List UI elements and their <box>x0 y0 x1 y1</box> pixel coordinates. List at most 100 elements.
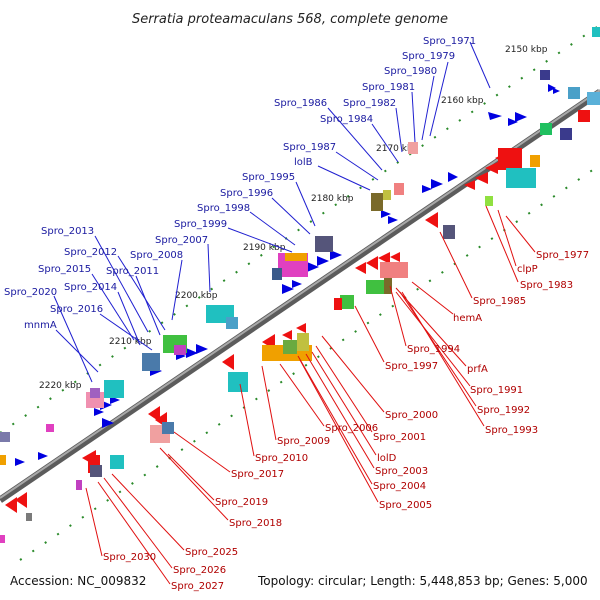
gene-label: Spro_1998 <box>197 203 250 214</box>
gene-block <box>592 27 600 37</box>
gene-label: Spro_1982 <box>343 98 396 109</box>
genome-summary: Topology: circular; Length: 5,448,853 bp… <box>257 574 588 588</box>
gene-label: Spro_2011 <box>106 266 159 277</box>
gene-block <box>315 236 333 252</box>
gene-block <box>272 268 282 280</box>
gene-label: lolB <box>294 157 313 168</box>
reverse-gene-track <box>0 110 590 543</box>
gene-block <box>297 333 309 351</box>
gene-arrow <box>425 212 438 228</box>
gene-label: Spro_1999 <box>174 219 227 230</box>
gene-label: Spro_1971 <box>423 36 476 47</box>
gene-label: Spro_2020 <box>4 287 57 298</box>
gene-arrow <box>355 252 400 274</box>
gene-arrow <box>15 452 48 466</box>
gene-label: Spro_2013 <box>41 226 94 237</box>
gene-label: clpP <box>517 264 538 275</box>
gene-block <box>340 295 354 309</box>
gene-label: Spro_2008 <box>130 250 183 261</box>
gene-label: Spro_2005 <box>379 500 432 511</box>
scale-label: 2200 kbp <box>175 291 218 301</box>
gene-label: Spro_2027 <box>171 581 224 592</box>
gene-block <box>142 353 160 371</box>
gene-label: Spro_1977 <box>536 250 589 261</box>
gene-label: Spro_2009 <box>277 436 330 447</box>
gene-block <box>383 190 391 200</box>
scale-label: 2190 kbp <box>243 243 286 253</box>
gene-label: Spro_2012 <box>64 247 117 258</box>
gene-block <box>568 87 580 99</box>
gene-label: mnmA <box>24 320 57 331</box>
gene-block <box>174 345 186 355</box>
gene-label: Spro_2003 <box>375 466 428 477</box>
gene-block <box>540 70 550 80</box>
gene-arrow <box>422 172 458 193</box>
gene-block <box>0 535 5 543</box>
gene-arrow <box>553 88 560 94</box>
gene-block <box>334 298 342 310</box>
gene-arrow <box>282 250 342 294</box>
gene-block <box>384 278 392 294</box>
gene-label: Spro_1994 <box>407 344 460 355</box>
gene-block <box>578 110 590 122</box>
gene-block <box>587 92 600 105</box>
scale-label: 2170 kbp <box>376 144 419 154</box>
gene-label: Spro_1984 <box>320 114 373 125</box>
gene-label: Spro_2019 <box>215 497 268 508</box>
gene-label: Spro_1991 <box>470 385 523 396</box>
gene-block <box>0 455 6 465</box>
gene-label: Spro_2004 <box>373 481 426 492</box>
gene-block <box>226 317 238 329</box>
gene-block <box>560 128 572 140</box>
map-title: Serratia proteamaculans 568, complete ge… <box>132 12 448 27</box>
gene-label: Spro_2030 <box>103 552 156 563</box>
gene-label: Spro_1985 <box>473 296 526 307</box>
gene-block <box>76 480 82 490</box>
forward-gene-track <box>0 27 600 466</box>
gene-label: Spro_2007 <box>155 235 208 246</box>
scale-label: 2180 kbp <box>311 194 354 204</box>
gene-block <box>285 253 307 261</box>
gene-label: Spro_1979 <box>402 51 455 62</box>
gene-label: Spro_2015 <box>38 264 91 275</box>
gene-label: Spro_2010 <box>255 453 308 464</box>
gene-block <box>506 168 536 188</box>
accession-label: Accession: NC_009832 <box>10 574 146 588</box>
gene-block <box>366 280 384 294</box>
gene-block <box>443 225 455 239</box>
gene-block <box>0 432 10 442</box>
gene-label: Spro_2025 <box>185 547 238 558</box>
reverse-label-leaders <box>85 205 536 585</box>
gene-label: Spro_1996 <box>220 188 273 199</box>
gene-block <box>104 380 124 398</box>
gene-label: Spro_2006 <box>325 423 378 434</box>
gene-label: Spro_2001 <box>373 432 426 443</box>
forward-labels: Spro_1971 Spro_1979 Spro_1980 Spro_1981 … <box>4 36 476 331</box>
gene-label: Spro_2014 <box>64 282 117 293</box>
gene-label: Spro_1993 <box>485 425 538 436</box>
gene-label: Spro_2026 <box>173 565 226 576</box>
scale-label: 2210 kbp <box>109 337 152 347</box>
gene-arrow <box>222 354 234 370</box>
gene-label: Spro_1986 <box>274 98 327 109</box>
gene-block <box>46 424 54 432</box>
gene-block <box>408 142 418 154</box>
gene-label: prfA <box>467 364 488 375</box>
gene-label: hemA <box>453 313 482 324</box>
gene-label: Spro_1981 <box>362 82 415 93</box>
gene-block <box>110 455 124 469</box>
gene-block <box>90 465 102 477</box>
scale-label: 2150 kbp <box>505 45 548 55</box>
gene-block <box>90 388 100 398</box>
gene-block <box>540 123 552 135</box>
gene-label: Spro_1980 <box>384 66 437 77</box>
scale-label: 2160 kbp <box>441 96 484 106</box>
gene-label: Spro_1987 <box>283 142 336 153</box>
gene-label: Spro_1997 <box>385 361 438 372</box>
gene-arrow <box>381 210 398 224</box>
gene-label: Spro_2018 <box>229 518 282 529</box>
scale-labels: 2150 kbp 2160 kbp 2170 kbp 2180 kbp 2190… <box>39 45 548 391</box>
gene-arrow <box>488 84 556 126</box>
gene-block <box>162 422 174 434</box>
